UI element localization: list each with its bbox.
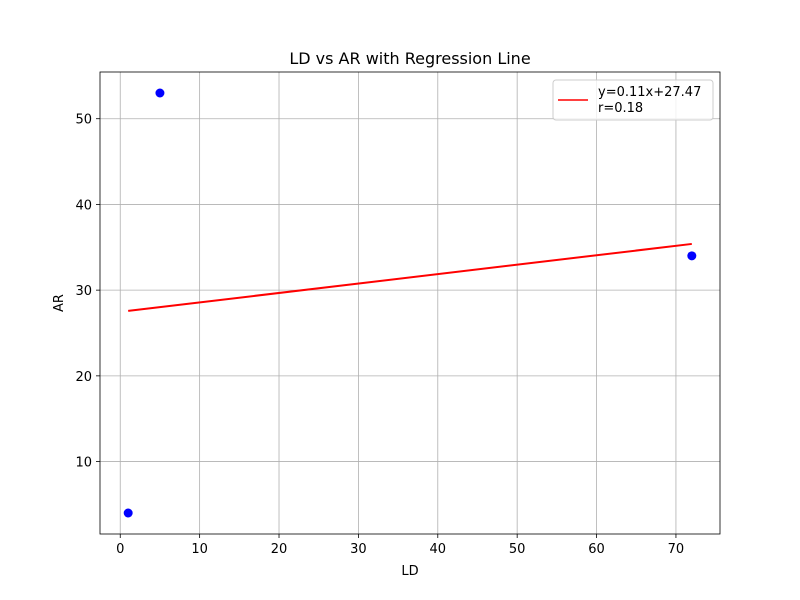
- scatter-point: [155, 88, 165, 98]
- chart-title: LD vs AR with Regression Line: [289, 49, 530, 68]
- scatter-point: [687, 251, 697, 261]
- y-tick-label: 30: [75, 284, 92, 299]
- scatter-point: [123, 508, 133, 518]
- y-tick-label: 20: [75, 370, 92, 385]
- x-tick-label: 20: [271, 542, 288, 557]
- x-tick-label: 50: [509, 542, 526, 557]
- legend-label-line1: y=0.11x+27.47: [598, 85, 701, 100]
- x-tick-label: 0: [116, 542, 124, 557]
- y-axis-label: AR: [52, 294, 67, 312]
- y-tick-label: 10: [75, 456, 92, 471]
- x-tick-label: 30: [350, 542, 367, 557]
- regression-line: [128, 242, 692, 312]
- legend-box: [552, 79, 714, 121]
- x-tick-label: 60: [588, 542, 605, 557]
- x-tick-label: 10: [191, 542, 208, 557]
- legend: y=0.11x+27.47 r=0.18: [552, 79, 714, 121]
- x-axis-label: LD: [401, 564, 418, 579]
- legend-label-line2: r=0.18: [598, 101, 643, 116]
- x-tick-label: 40: [430, 542, 447, 557]
- x-tick-label: 70: [668, 542, 685, 557]
- y-tick-label: 40: [75, 198, 92, 213]
- scatter-points-layer: [123, 88, 697, 518]
- y-tick-label: 50: [75, 113, 92, 128]
- plot-frame: [99, 71, 721, 535]
- ticks-layer: 0 10 20 30 40 50 60 70 10 20 30 40 50: [75, 113, 684, 557]
- regression-line-layer: [128, 242, 692, 312]
